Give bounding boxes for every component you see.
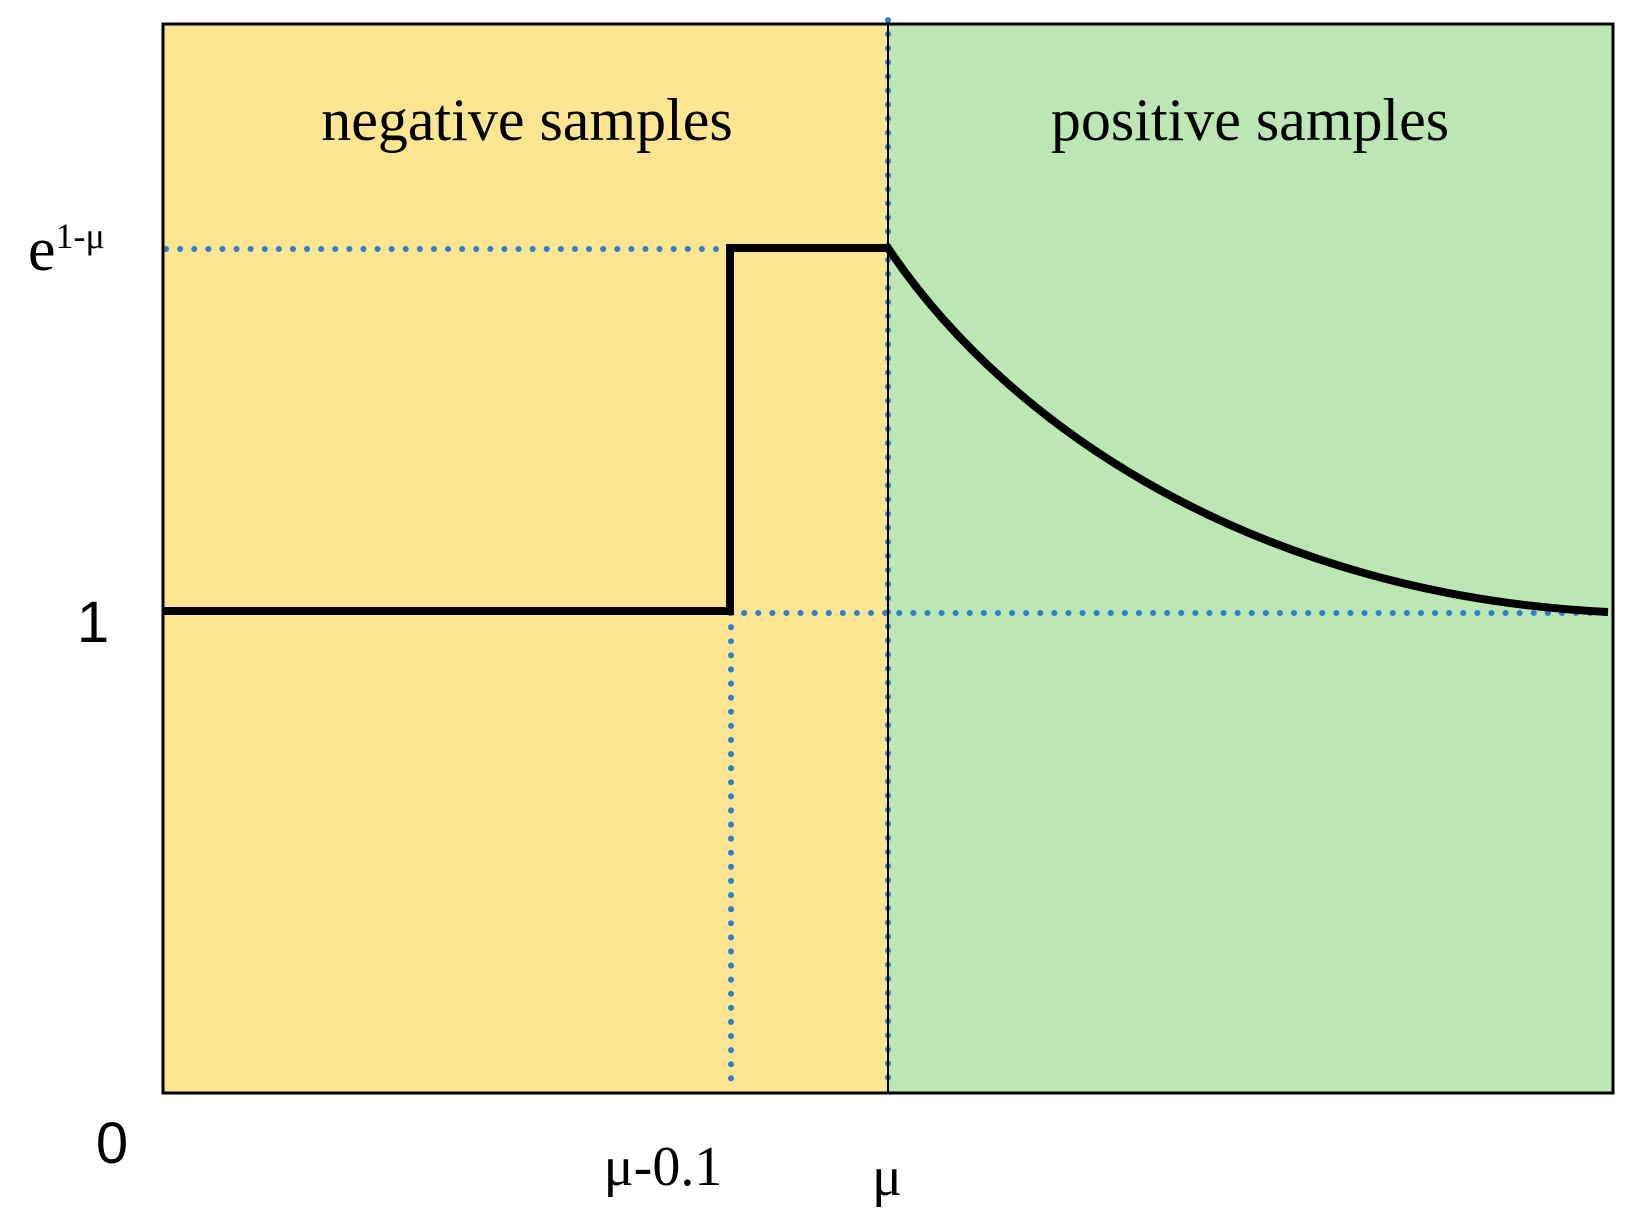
y-tick-zero: 0 [96,1111,128,1176]
plot-frame [161,22,1615,1095]
y-tick-top-base: e [28,216,56,284]
negative-samples-region [163,24,888,1093]
y-tick-top: e1-μ [28,216,105,284]
negative-samples-label: negative samples [321,87,733,153]
positive-samples-region [888,24,1613,1093]
y-tick-top-exponent: 1-μ [56,216,105,256]
positive-samples-label: positive samples [1051,87,1449,153]
y-tick-one: 1 [77,590,109,655]
x-tick-mu: μ [872,1146,902,1208]
weight-curve [163,244,1609,616]
x-tick-mu-minus-0.1: μ-0.1 [604,1136,723,1198]
